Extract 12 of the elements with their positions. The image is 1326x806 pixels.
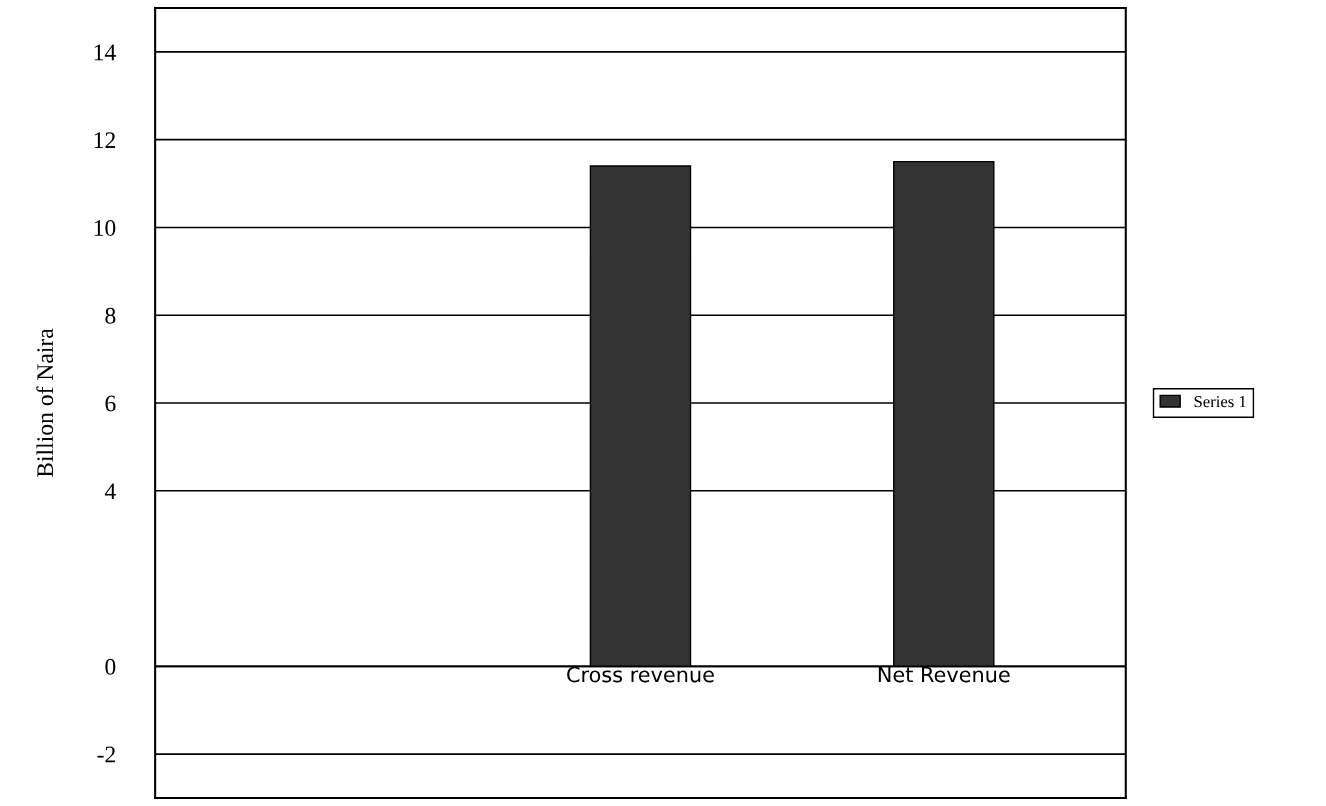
- y-tick-label: 12: [94, 132, 115, 148]
- y-tick-label: -2: [97, 746, 115, 763]
- y-axis-title: Billion of Naira: [36, 328, 54, 478]
- y-tick-label: 8: [105, 307, 116, 324]
- y-tick-label: 4: [104, 483, 116, 499]
- y-tick-label: 0: [105, 658, 116, 675]
- y-tick-label: 6: [105, 395, 116, 412]
- legend-label: Series 1: [1194, 396, 1246, 408]
- x-tick-label: Net Revenue: [878, 666, 1010, 683]
- y-tick-label: 10: [94, 219, 116, 236]
- x-tick-label: Cross revenue: [567, 666, 714, 683]
- y-tick-label: 14: [94, 44, 116, 61]
